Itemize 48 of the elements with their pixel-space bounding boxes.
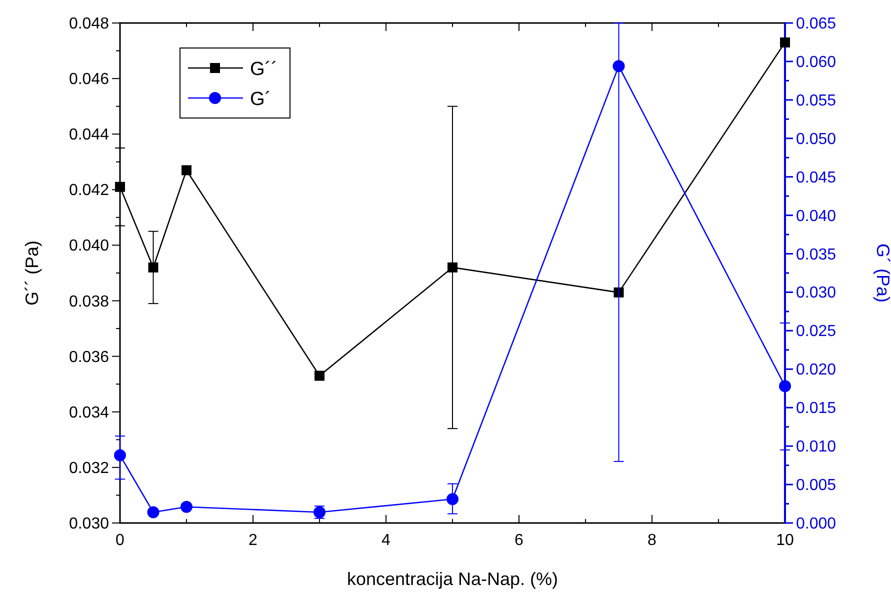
y2-tick-label: 0.020 [796,362,836,379]
legend-label: G´´ [250,59,278,80]
point [115,182,125,192]
y2-axis-title: G´ (Pa) [873,243,891,303]
y-tick-label: 0.034 [68,404,110,422]
y-tick-label: 0.048 [68,16,110,32]
point [114,449,126,462]
x-tick-label: 8 [648,532,657,549]
point [780,37,790,48]
y2-tick-label: 0.030 [796,284,836,302]
point [779,380,791,392]
y2-tick-label: 0.045 [796,169,836,186]
point [180,500,192,513]
point [148,262,158,272]
y2-tick-label: 0.000 [796,516,836,532]
y2-tick-label: 0.065 [796,16,836,32]
x-axis-title: koncentracija Na-Nap. (%) [346,569,558,589]
y-tick-label: 0.040 [68,238,110,255]
y-tick-label: 0.032 [68,460,110,477]
legend-label: G´ [250,89,272,110]
x-tick-label: 2 [248,532,258,549]
x-tick-label: 0 [116,532,125,549]
x-tick-label: 6 [514,532,524,549]
x-tick-label: 10 [776,532,794,549]
point [147,506,160,518]
point [446,493,458,506]
y-tick-label: 0.030 [68,516,110,532]
y2-tick-label: 0.060 [796,54,836,71]
y2-tick-label: 0.010 [796,438,836,456]
x-tick-label: 4 [382,532,391,549]
y2-tick-label: 0.050 [796,130,836,148]
y-tick-label: 0.044 [68,126,110,144]
point [612,60,625,72]
y2-tick-label: 0.055 [796,92,836,110]
y2-tick-label: 0.015 [796,400,836,418]
y-tick-label: 0.042 [68,182,110,200]
y-tick-label: 0.036 [68,348,110,366]
point [182,165,192,176]
point [614,287,624,298]
y2-tick-label: 0.005 [796,477,836,494]
y-tick-label: 0.038 [68,293,110,310]
point [448,262,458,272]
y2-tick-label: 0.035 [796,246,836,264]
point [314,370,324,381]
y2-tick-label: 0.025 [796,323,836,340]
y-axis-title: G´´ (Pa) [22,240,42,306]
y2-tick-label: 0.040 [796,208,836,225]
y-tick-label: 0.046 [68,71,110,88]
